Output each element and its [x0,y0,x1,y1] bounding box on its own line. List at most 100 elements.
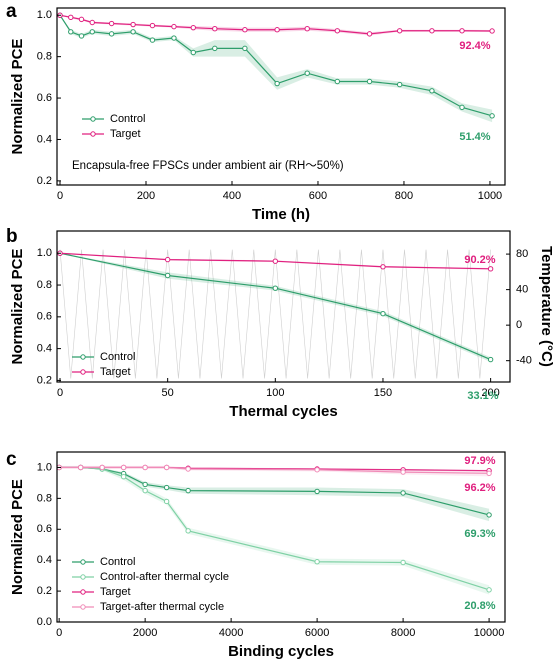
legend-marker [80,354,86,360]
data-point [314,559,320,565]
data-point [190,49,196,56]
data-point [400,490,406,496]
data-point [78,33,85,39]
x-tick-label: 200 [137,190,155,202]
annotation: 20.8% [464,600,495,612]
x-tick-label: 4000 [219,627,243,639]
data-point [380,264,386,270]
annotation: 97.9% [464,455,495,467]
data-point [163,464,170,471]
annotation: 69.3% [464,528,495,540]
data-point [380,310,386,317]
series-line [59,249,491,379]
annotation: Encapsula-free FPSCs under ambient air (… [72,160,344,172]
data-point [120,474,127,480]
legend-label: Target [100,366,131,378]
y2-tick-label: -40 [516,355,532,367]
y-tick-label: 0.6 [37,523,52,535]
y2-axis-label: Temperature (°C) [538,246,555,367]
y-tick-label: 0.2 [37,585,52,597]
x-tick-label: 800 [395,190,413,202]
axes-frame [56,230,511,383]
x-axis-label: Thermal cycles [229,403,337,420]
y2-tick-label: 80 [516,248,528,260]
data-point [274,80,280,87]
y-axis-label: Normalized PCE [9,479,26,595]
annotation: 96.2% [464,482,495,494]
y-tick-label: 0.4 [37,554,52,566]
data-point [185,487,191,494]
data-point [272,285,279,291]
data-point [78,16,85,23]
data-point [130,21,136,28]
data-point [142,481,148,488]
panel: 0 2000 4000 6000 8000 10000 0.0 0.2 0.4 0.6 0.8 1.0… [6,449,506,660]
data-point [366,31,373,37]
data-point [142,464,148,471]
data-point [274,27,280,33]
data-point [429,28,435,34]
plot-area [57,464,492,595]
x-tick-label: 6000 [305,627,329,639]
data-point [190,24,196,31]
series-line [59,466,490,474]
data-point [185,466,191,472]
x-tick-label: 100 [266,387,284,399]
annotation: 90.2% [464,254,495,266]
data-point [334,28,341,34]
x-tick-label: 50 [162,387,174,399]
y-tick-label: 0.0 [37,616,52,628]
data-point [164,272,171,279]
x-axis-label: Time (h) [252,206,310,223]
panel-label: b [6,226,18,247]
x-axis-label: Binding cycles [228,643,334,660]
x-tick-label: 1000 [478,190,502,202]
x-tick-label: 0 [56,627,62,639]
series-line [59,252,491,361]
y-tick-label: 0.4 [37,133,52,145]
legend-marker [90,131,96,137]
x-tick-label: 200 [481,387,499,399]
data-point [89,29,95,35]
y-tick-label: 0.4 [37,343,52,355]
data-point [486,470,492,477]
data-point [459,28,465,34]
legend-marker [80,369,86,375]
data-point [242,45,248,52]
data-point [142,487,148,494]
legend-marker [80,559,86,565]
data-point [68,14,74,21]
data-point [459,104,465,111]
y-tick-label: 1.0 [37,247,52,259]
data-point [77,464,84,471]
data-point [429,88,435,94]
data-point [99,464,105,471]
x-tick-label: 0 [57,387,63,399]
data-point [304,70,310,76]
data-point [272,258,279,264]
annotation: 51.4% [459,131,490,143]
y2-tick-label: 40 [516,284,528,296]
y-axis-label: Normalized PCE [9,249,26,365]
data-point [396,28,403,34]
y-tick-label: 0.8 [37,492,52,504]
panel: 0 50 100 150 200 0.2 0.4 0.6 0.8 1.0 -40 0 40 80 Therm… [6,226,555,420]
data-point [486,587,492,593]
legend-label: Control-after thermal cycle [100,571,229,583]
legend-marker [80,589,86,595]
y-tick-label: 0.2 [37,175,52,187]
data-point [487,356,494,363]
legend-label: Target-after thermal cycle [100,601,224,613]
x-tick-label: 400 [223,190,241,202]
data-point [212,45,218,52]
data-point [149,22,156,29]
legend-label: Control [100,351,135,363]
data-point [120,464,127,471]
data-point [486,512,492,518]
plot-area [57,12,495,123]
x-tick-label: 2000 [133,627,157,639]
data-point [366,78,373,85]
y-tick-label: 0.6 [37,311,52,323]
